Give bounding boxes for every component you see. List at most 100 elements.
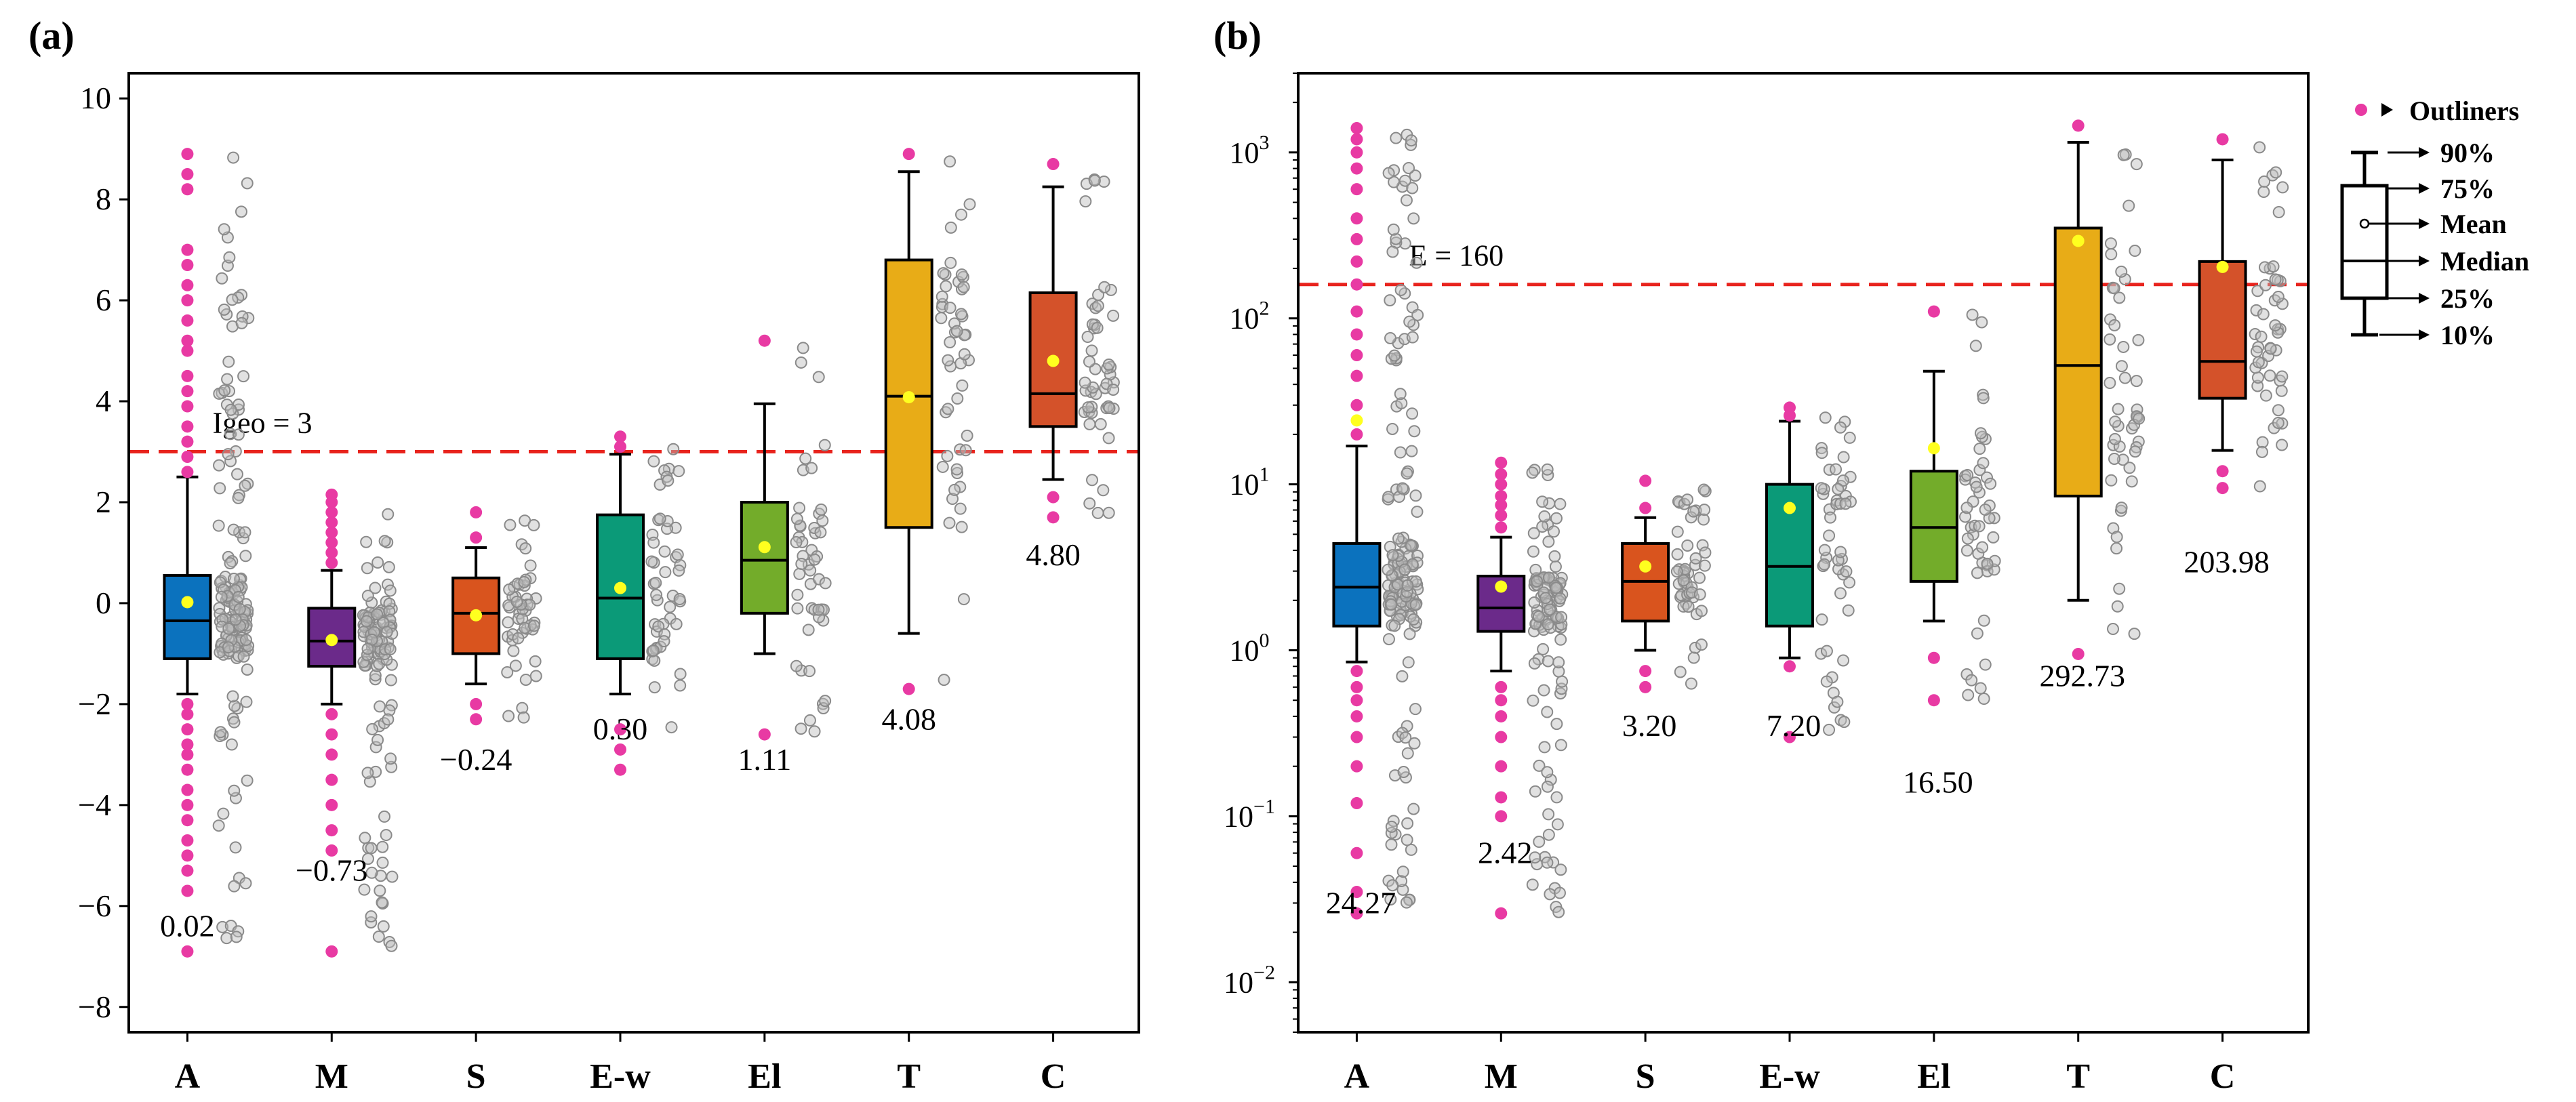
panel-b-scatter-point (1971, 567, 1984, 579)
panel-a-scatter-point (795, 558, 808, 571)
legend-outlier-arrow-icon (2381, 103, 2393, 117)
panel-b-scatter-point (1400, 194, 1413, 207)
panel-a-scatter-point (649, 576, 662, 589)
panel-b-outlier-point (1495, 456, 1508, 469)
panel-a-mean-label: 4.08 (881, 701, 936, 736)
panel-a-scatter-point (648, 681, 661, 694)
panel-b-mean-label: 292.73 (2039, 658, 2125, 693)
panel-b-scatter-point (1550, 718, 1563, 731)
panel-a-scatter-point (935, 290, 948, 303)
panel-b-outlier-point (1350, 731, 1363, 743)
panel-b-scatter-point (2253, 480, 2266, 493)
panel-a-scatter-point (374, 884, 386, 897)
panel-b-outlier-point (1350, 349, 1363, 362)
panel-a-scatter-point (529, 655, 542, 668)
panel-a-scatter-point (381, 578, 394, 591)
panel-b-scatter-point (1382, 491, 1395, 504)
panel-b-scatter-point (1823, 464, 1836, 476)
panel-b-scatter-point (1396, 670, 1409, 682)
panel-b-scatter-point (1693, 588, 1706, 601)
panel-b-scatter-point (1395, 396, 1408, 409)
panel-a-outlier-point (181, 849, 194, 862)
panel-b-box-t (2053, 226, 2103, 497)
panel-b-scatter-point (1551, 818, 1564, 831)
panel-a-frame (127, 72, 1140, 1034)
panel-b-scatter-point (1407, 212, 1420, 225)
panel-a-scatter-point (224, 455, 237, 468)
panel-a-outlier-point (181, 148, 194, 161)
panel-a-scatter-point (378, 810, 391, 823)
panel-a-scatter-point (221, 373, 234, 386)
panel-b-scatter-point (1818, 558, 1831, 571)
panel-a-scatter-point (383, 605, 396, 618)
panel-b-scatter-point (1385, 820, 1398, 833)
panel-b-outlier-point (1784, 660, 1796, 673)
panel-b-scatter-point (1401, 467, 1413, 480)
panel-b-outlier-point (1495, 478, 1508, 491)
panel-b-scatter-point (1554, 633, 1567, 646)
panel-a-scatter-point (382, 508, 395, 521)
panel-a-scatter-point (358, 883, 371, 896)
panel-a-xtick-label-t: T (897, 1057, 921, 1096)
panel-a-scatter-point (647, 536, 660, 549)
panel-b-scatter-point (1411, 308, 1424, 321)
panel-b-ytick-label: 10−1 (1224, 795, 1275, 833)
panel-a-outlier-point (325, 748, 338, 761)
panel-a-outlier-point (181, 420, 194, 433)
panel-a-scatter-point (377, 920, 390, 933)
panel-b-scatter-point (1409, 169, 1422, 182)
panel-a-scatter-point (790, 659, 803, 672)
panel-a-scatter-point (239, 634, 252, 647)
panel-a-scatter-point (524, 559, 537, 572)
panel-a-outlier-point (1047, 511, 1060, 524)
panel-b-scatter-point (1552, 656, 1565, 669)
panel-a-mean-point (470, 609, 483, 621)
panel-b-scatter-point (1388, 619, 1401, 632)
panel-b-outlier-point (1350, 846, 1363, 859)
panel-b-scatter-point (1394, 283, 1407, 296)
panel-b-scatter-point (1838, 716, 1851, 729)
legend-arrow-icon (2419, 256, 2430, 266)
panel-b-outlier-point (1350, 710, 1363, 722)
legend-arrow-icon (2419, 218, 2430, 229)
panel-a-scatter-point (376, 840, 389, 853)
panel-b-scatter-point (2250, 345, 2263, 358)
panel-b-outlier-point (1639, 502, 1652, 514)
panel-a-ytick-label: −2 (78, 687, 111, 721)
panel-b-scatter-point (1542, 828, 1555, 841)
legend-arrow-icon (2419, 293, 2430, 304)
panel-a-outlier-point (325, 728, 338, 741)
panel-a-scatter-point (227, 572, 240, 585)
panel-b-scatter-point (2276, 438, 2289, 451)
panel-b-scatter-point (1674, 666, 1687, 678)
panel-a-outlier-point (614, 743, 626, 756)
panel-b-scatter-point (1382, 633, 1395, 646)
panel-a-outlier-point (181, 763, 194, 776)
panel-a-scatter-point (216, 620, 228, 633)
panel-a-outlier-point (181, 243, 194, 256)
panel-b-outlier-point (1350, 255, 1363, 268)
panel-b-scatter-point (1537, 684, 1550, 697)
panel-a-ytick-label: 6 (96, 283, 111, 317)
panel-a-scatter-point (957, 281, 970, 293)
panel-b-outlier-point (1350, 369, 1363, 382)
panel-b-scatter-point (1682, 600, 1695, 613)
panel-a-scatter-point (374, 700, 386, 713)
panel-b-scatter-point (1396, 482, 1409, 495)
panel-b-outlier-point (1495, 468, 1508, 481)
panel-a-scatter-point (797, 342, 809, 354)
panel-b-frame (1297, 72, 2310, 1034)
panel-b-scatter-point (1961, 532, 1974, 545)
panel-b-scatter-point (1382, 563, 1394, 576)
panel-b-scatter-point (1844, 470, 1857, 483)
panel-a-scatter-point (944, 221, 957, 234)
panel-b-scatter-point (2130, 158, 2143, 171)
panel-a-scatter-point (1082, 401, 1095, 414)
panel-b-scatter-point (1528, 596, 1541, 609)
panel-b-scatter-point (1384, 294, 1396, 307)
legend-outlier-dot (2355, 104, 2367, 116)
panel-a-scatter-point (215, 590, 228, 603)
panel-b-outlier-point (1784, 401, 1796, 414)
panel-b-scatter-point (1398, 174, 1411, 187)
panel-b-scatter-point (1830, 497, 1843, 510)
